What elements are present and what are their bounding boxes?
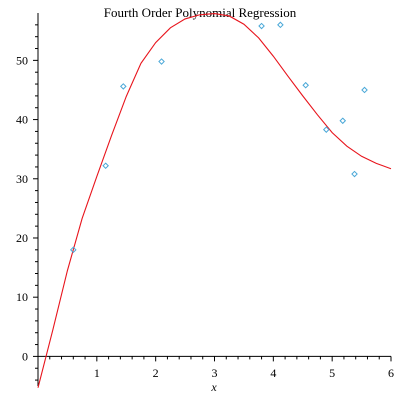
data-point: [361, 86, 368, 94]
x-tick-label: 3: [212, 366, 218, 380]
data-point: [158, 58, 165, 65]
y-tick-label: 20: [16, 231, 28, 245]
y-tick-labels: 0 10 20 30 40 50: [16, 53, 28, 363]
x-tick-label: 2: [153, 366, 159, 380]
x-tick-label: 5: [329, 366, 335, 380]
data-point: [339, 117, 347, 125]
y-tick-label: 30: [16, 172, 28, 186]
data-point: [120, 83, 127, 90]
axes: [33, 13, 392, 386]
y-tick-label: 50: [16, 53, 28, 67]
x-tick-label: 6: [388, 366, 394, 380]
x-tick-labels: 1 2 3 4 5 6: [94, 366, 394, 380]
data-point: [258, 22, 265, 30]
data-point: [322, 126, 330, 133]
data-point: [302, 81, 309, 89]
y-tick-label: 0: [22, 349, 28, 363]
regression-curve-group: [37, 13, 392, 388]
regression-curve-line: [37, 13, 392, 388]
y-tick-label: 10: [16, 290, 28, 304]
data-points-group: [69, 21, 368, 254]
data-point: [351, 170, 358, 178]
y-tick-label: 40: [16, 113, 28, 127]
chart-title: Fourth Order Polynomial Regression: [104, 5, 297, 20]
data-point: [69, 246, 77, 254]
data-point: [102, 162, 109, 170]
x-tick-label: 4: [270, 366, 276, 380]
data-point: [277, 21, 284, 29]
x-axis-label: x: [210, 380, 217, 394]
x-tick-label: 1: [94, 366, 100, 380]
